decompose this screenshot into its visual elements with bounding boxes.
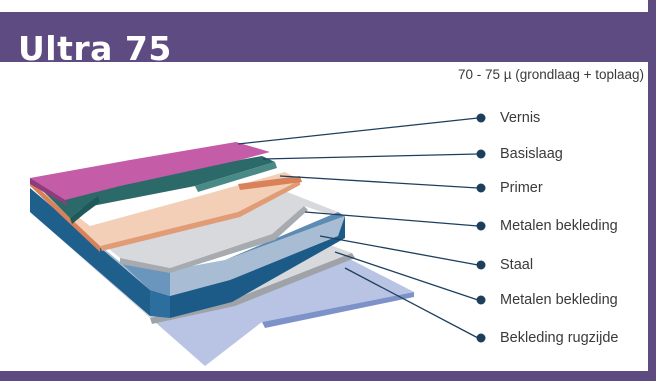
thickness-note: 70 - 75 µ (grondlaag + toplaag) bbox=[457, 67, 644, 82]
leader-lines bbox=[237, 117, 479, 339]
leader-dots bbox=[476, 113, 486, 343]
layer-primer bbox=[30, 172, 300, 246]
layer-staal bbox=[30, 188, 345, 296]
label-staal: Staal bbox=[500, 257, 534, 273]
label-metalen-bekleding-upper: Metalen bekleding bbox=[500, 218, 618, 234]
page-title: Ultra 75 bbox=[18, 29, 172, 68]
header-bar: Ultra 75 bbox=[0, 12, 656, 68]
label-bekleding-rugzijde: Bekleding rugzijde bbox=[500, 330, 619, 346]
label-primer: Primer bbox=[500, 180, 543, 196]
layer-vernis bbox=[30, 142, 270, 200]
label-vernis: Vernis bbox=[500, 110, 541, 126]
label-metalen-bekleding-lower: Metalen bekleding bbox=[500, 292, 618, 308]
label-basislaag: Basislaag bbox=[500, 146, 563, 162]
